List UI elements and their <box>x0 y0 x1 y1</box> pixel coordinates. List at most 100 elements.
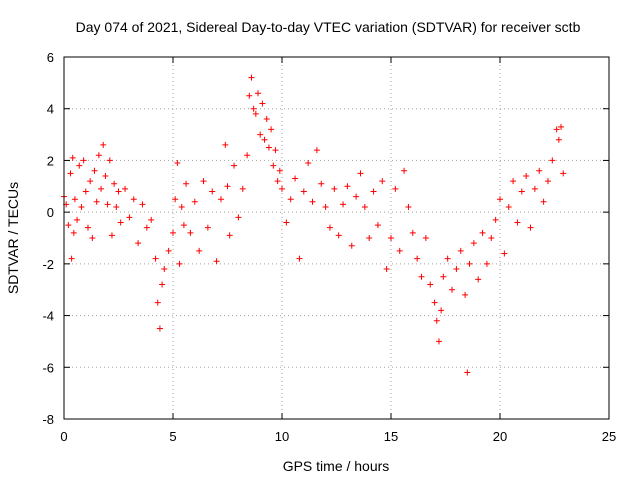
data-point <box>296 255 303 262</box>
data-point <box>263 116 270 123</box>
data-point <box>152 255 159 262</box>
data-point <box>392 185 399 192</box>
data-point <box>98 185 105 192</box>
data-point <box>255 90 262 97</box>
data-point <box>67 170 74 177</box>
data-point <box>159 281 166 288</box>
data-point <box>549 157 556 164</box>
data-point <box>117 219 124 226</box>
data-point <box>374 222 381 229</box>
x-tick-label: 25 <box>602 429 616 444</box>
data-point <box>143 224 150 231</box>
data-point <box>383 266 390 273</box>
data-point <box>427 281 434 288</box>
y-tick-label: -2 <box>42 257 54 272</box>
data-point <box>309 198 316 205</box>
data-point <box>331 185 338 192</box>
data-point <box>93 198 100 205</box>
data-point <box>313 147 320 154</box>
data-point <box>488 235 495 241</box>
data-point <box>71 196 78 203</box>
data-point <box>154 299 161 306</box>
data-point <box>466 260 473 267</box>
data-point <box>106 157 113 164</box>
data-point <box>553 126 560 133</box>
x-tick-label: 5 <box>169 429 176 444</box>
data-point <box>335 232 342 239</box>
data-point <box>366 235 373 241</box>
data-point <box>239 185 246 192</box>
data-point <box>453 266 460 273</box>
data-point <box>475 276 482 283</box>
data-point <box>540 198 547 205</box>
data-point <box>305 160 312 167</box>
data-point <box>100 141 107 148</box>
data-point <box>518 188 525 195</box>
data-point <box>176 260 183 267</box>
data-point <box>544 178 551 185</box>
data-point <box>156 325 163 332</box>
data-point <box>261 136 268 143</box>
data-point <box>130 196 137 203</box>
data-point <box>558 123 565 130</box>
data-point <box>74 216 81 223</box>
data-point <box>523 172 530 179</box>
data-points <box>61 74 567 376</box>
data-point <box>209 188 216 195</box>
data-point <box>257 131 264 138</box>
data-point <box>283 219 290 226</box>
data-point <box>560 170 567 177</box>
data-point <box>322 203 329 210</box>
data-point <box>279 185 285 192</box>
data-point <box>435 338 442 345</box>
data-point <box>418 273 425 280</box>
data-point <box>122 185 129 192</box>
data-point <box>82 188 89 195</box>
data-point <box>510 178 517 185</box>
data-point <box>252 110 259 117</box>
data-point <box>505 203 512 210</box>
data-point <box>102 172 109 179</box>
data-point <box>348 242 355 249</box>
data-point <box>422 235 429 241</box>
data-point <box>231 162 238 169</box>
data-point <box>361 203 368 210</box>
data-point <box>204 224 211 231</box>
data-point <box>248 74 255 81</box>
data-point <box>183 180 190 187</box>
y-axis-label: SDTVAR / TECUs <box>5 182 21 294</box>
data-point <box>531 185 538 192</box>
data-point <box>139 201 146 208</box>
chart-title: Day 074 of 2021, Sidereal Day-to-day VTE… <box>76 19 581 35</box>
data-point <box>268 126 275 133</box>
data-point <box>69 154 76 161</box>
data-point <box>492 216 499 223</box>
data-point <box>250 105 257 112</box>
data-point <box>409 229 416 236</box>
data-point <box>91 167 98 174</box>
data-point <box>213 258 220 265</box>
data-point <box>555 136 562 143</box>
data-point <box>84 224 91 231</box>
data-point <box>514 219 521 226</box>
data-point <box>65 222 72 229</box>
x-tick-label: 15 <box>384 429 398 444</box>
data-point <box>370 188 377 195</box>
data-point <box>444 255 451 262</box>
data-point <box>78 203 85 210</box>
data-point <box>200 178 207 185</box>
data-point <box>527 224 534 231</box>
data-point <box>270 162 277 169</box>
data-point <box>274 178 281 185</box>
data-point <box>433 317 440 324</box>
data-point <box>89 235 96 241</box>
data-point <box>104 201 111 208</box>
data-point <box>165 247 172 254</box>
y-tick-label: 4 <box>47 102 54 117</box>
data-point <box>462 291 469 298</box>
data-point <box>180 222 187 229</box>
data-point <box>222 141 229 148</box>
data-point <box>217 196 224 203</box>
x-tick-label: 0 <box>60 429 67 444</box>
